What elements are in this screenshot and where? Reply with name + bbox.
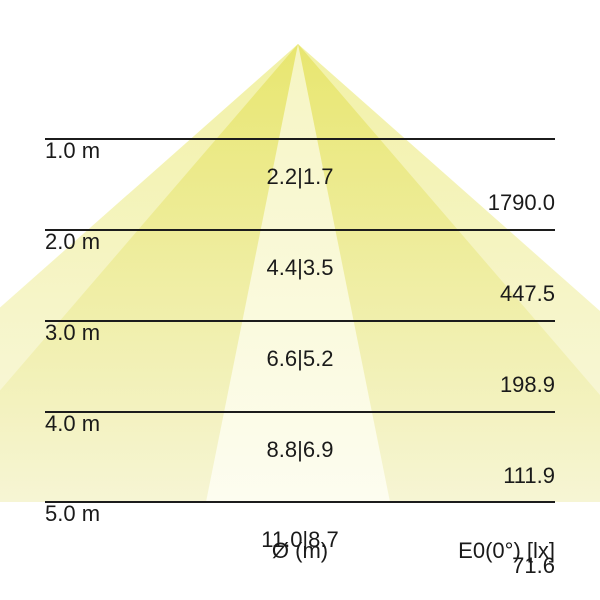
table-row: 5.0 m 11.0|8.7 71.6	[0, 475, 600, 578]
table-row: 1.0 m 2.2|1.7 1790.0	[0, 112, 600, 215]
table-row: 2.0 m 4.4|3.5 447.5	[0, 203, 600, 306]
distance-label: 3.0 m	[45, 320, 101, 345]
diameter-value: 8.8|6.9	[266, 437, 334, 462]
diameter-value: 11.0|8.7	[261, 527, 339, 552]
diameter-value: 4.4|3.5	[266, 255, 334, 280]
distance-label: 5.0 m	[45, 501, 101, 526]
illuminance-value: 111.9	[503, 463, 555, 488]
illuminance-axis-label: E0(0°) [lx]	[458, 538, 555, 563]
distance-label: 4.0 m	[45, 411, 101, 436]
illuminance-value: 1790.0	[487, 190, 555, 215]
diameter-axis-label: Ø (m)	[271, 538, 329, 563]
axis-labels: Ø (m) E0(0°) [lx]	[0, 537, 600, 565]
diameter-value: 2.2|1.7	[266, 164, 334, 189]
distance-label: 2.0 m	[45, 229, 101, 254]
table-row: 3.0 m 6.6|5.2 198.9	[0, 294, 600, 397]
table-row: 4.0 m 8.8|6.9 111.9	[0, 385, 600, 488]
illuminance-value: 71.6	[512, 553, 555, 578]
illuminance-value: 198.9	[499, 372, 555, 397]
diameter-value: 6.6|5.2	[266, 346, 334, 371]
distance-label: 1.0 m	[45, 138, 101, 163]
illuminance-value: 447.5	[499, 281, 555, 306]
beam-axis-highlight	[206, 44, 390, 502]
